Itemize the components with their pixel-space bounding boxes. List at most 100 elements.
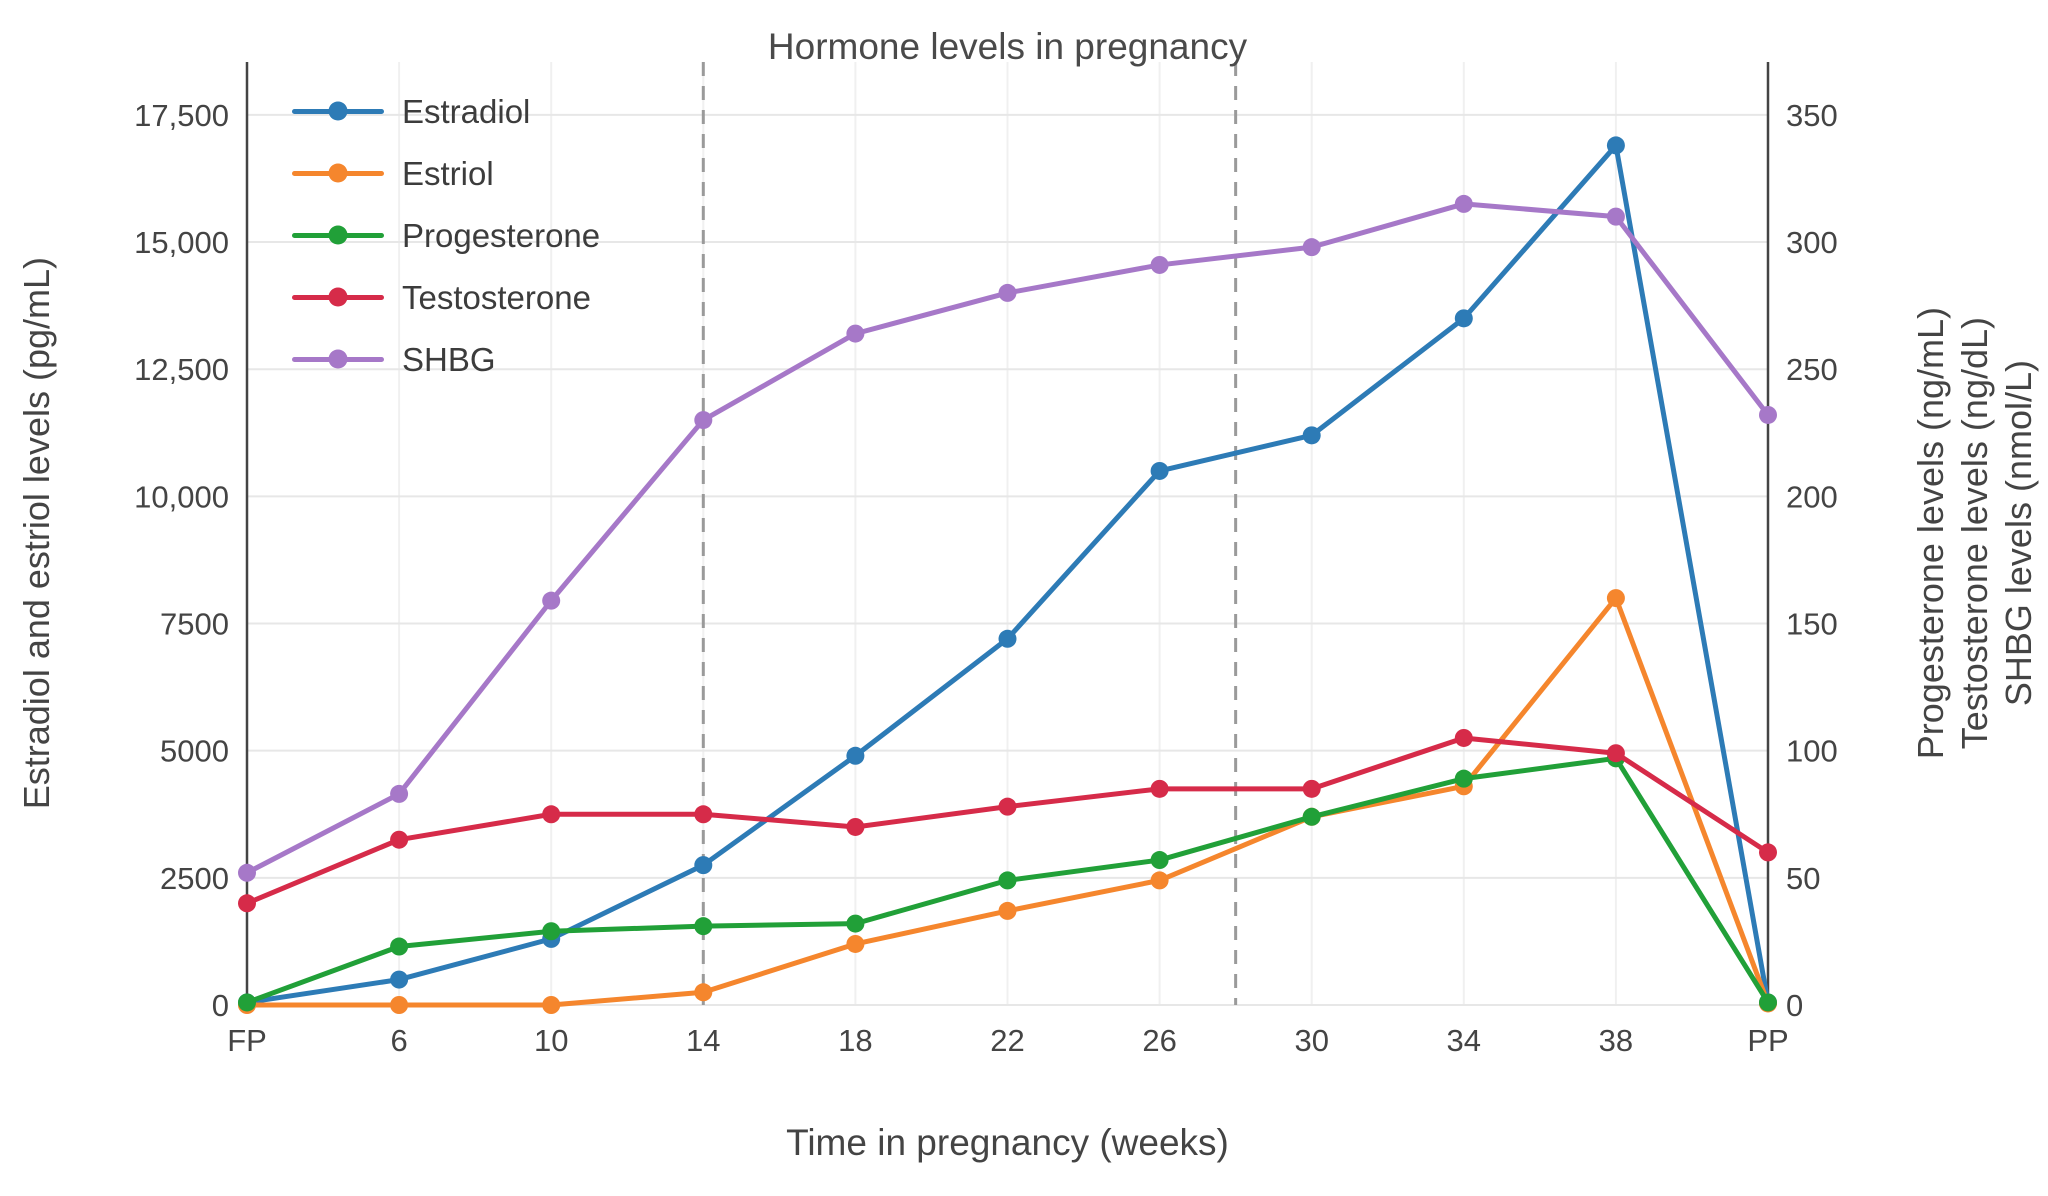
right-tick-label: 350 — [1786, 98, 1838, 133]
marker-estradiol — [1150, 461, 1169, 480]
marker-progesterone — [1302, 807, 1321, 826]
left-tick-label: 10,000 — [134, 479, 229, 514]
legend-label-progesterone: Progesterone — [402, 216, 601, 254]
marker-estradiol — [846, 746, 865, 765]
marker-estriol — [390, 996, 409, 1014]
marker-testosterone — [1454, 728, 1473, 747]
legend-item-estriol[interactable]: Estriol — [292, 142, 600, 204]
left-tick-labels: 0 2500 5000 7500 10,000 12,500 15,000 17,500 — [134, 98, 229, 1023]
legend-item-testosterone[interactable]: Testosterone — [292, 266, 600, 328]
marker-progesterone — [1150, 851, 1169, 870]
marker-testosterone — [238, 894, 256, 913]
marker-shbg — [1150, 255, 1169, 274]
right-axis-titles: Progesterone levels (ng/mL) Testosterone… — [1910, 62, 2040, 1005]
marker-testosterone — [1302, 779, 1321, 798]
legend-swatch-shbg — [292, 348, 384, 370]
marker-estradiol — [1302, 426, 1321, 445]
marker-progesterone — [846, 914, 865, 933]
marker-estriol — [1606, 589, 1625, 608]
right-tick-label: 100 — [1786, 734, 1838, 769]
x-tick-label: 26 — [1142, 1023, 1176, 1058]
marker-progesterone — [998, 871, 1017, 890]
marker-estradiol — [390, 970, 409, 989]
x-tick-label: 10 — [534, 1023, 568, 1058]
marker-shbg — [1454, 194, 1473, 213]
x-tick-label: 18 — [838, 1023, 872, 1058]
chart-title: Hormone levels in pregnancy — [767, 26, 1248, 67]
marker-testosterone — [694, 805, 713, 824]
marker-shbg — [542, 591, 561, 610]
marker-estradiol — [694, 856, 713, 875]
x-tick-label: 34 — [1447, 1023, 1481, 1058]
legend-item-progesterone[interactable]: Progesterone — [292, 204, 600, 266]
marker-progesterone — [694, 917, 713, 936]
marker-estradiol — [1606, 136, 1625, 155]
marker-shbg — [846, 324, 865, 343]
left-tick-label: 0 — [212, 988, 229, 1023]
right-tick-label: 150 — [1786, 607, 1838, 642]
right-tick-labels: 0 50 100 150 200 250 300 350 — [1786, 98, 1838, 1023]
legend-item-estradiol[interactable]: Estradiol — [292, 80, 600, 142]
series-shbg — [238, 194, 1777, 882]
marker-shbg — [1759, 405, 1777, 424]
marker-progesterone — [542, 922, 561, 941]
left-tick-label: 15,000 — [134, 225, 229, 260]
marker-testosterone — [998, 797, 1017, 816]
x-tick-label: 38 — [1599, 1023, 1633, 1058]
left-tick-label: 17,500 — [134, 98, 229, 133]
marker-estradiol — [1454, 309, 1473, 328]
marker-shbg — [238, 863, 256, 882]
legend-label-testosterone: Testosterone — [402, 278, 591, 316]
legend-item-shbg[interactable]: SHBG — [292, 328, 600, 390]
marker-progesterone — [238, 993, 256, 1012]
marker-progesterone — [1454, 769, 1473, 788]
right-tick-label: 200 — [1786, 479, 1838, 514]
marker-testosterone — [1606, 744, 1625, 763]
legend-swatch-testosterone — [292, 286, 384, 308]
left-tick-label: 12,500 — [134, 352, 229, 387]
marker-estriol — [846, 934, 865, 953]
marker-progesterone — [390, 937, 409, 956]
marker-estriol — [998, 901, 1017, 920]
marker-testosterone — [390, 830, 409, 849]
marker-testosterone — [1759, 843, 1777, 862]
legend-label-estriol: Estriol — [402, 154, 494, 192]
x-tick-label: 14 — [686, 1023, 720, 1058]
left-tick-label: 2500 — [160, 861, 229, 896]
marker-shbg — [694, 411, 713, 430]
series-testosterone — [238, 728, 1777, 913]
x-tick-label: 22 — [990, 1023, 1024, 1058]
marker-estriol — [1150, 871, 1169, 890]
marker-shbg — [998, 283, 1017, 302]
marker-estradiol — [998, 629, 1017, 648]
right-tick-label: 250 — [1786, 352, 1838, 387]
right-tick-label: 300 — [1786, 225, 1838, 260]
x-tick-label: 6 — [390, 1023, 407, 1058]
legend-label-estradiol: Estradiol — [402, 92, 531, 130]
left-tick-label: 5000 — [160, 734, 229, 769]
x-tick-label: 30 — [1294, 1023, 1328, 1058]
legend-swatch-progesterone — [292, 224, 384, 246]
marker-progesterone — [1759, 993, 1777, 1012]
x-tick-label: PP — [1747, 1023, 1788, 1058]
left-axis-title: Estradiol and estriol levels (pg/mL) — [16, 257, 57, 810]
marker-testosterone — [1150, 779, 1169, 798]
right-axis-title-shbg: SHBG levels (nmol/L) — [1998, 360, 2039, 707]
legend-swatch-estradiol — [292, 100, 384, 122]
right-axis-title-progesterone: Progesterone levels (ng/mL) — [1910, 307, 1951, 760]
left-tick-label: 7500 — [160, 607, 229, 642]
x-tick-labels: FP 6 10 14 18 22 26 30 34 38 PP — [227, 1023, 1788, 1058]
marker-shbg — [390, 784, 409, 803]
marker-testosterone — [846, 817, 865, 836]
x-axis-title: Time in pregnancy (weeks) — [786, 1122, 1229, 1163]
right-tick-label: 0 — [1786, 988, 1803, 1023]
marker-shbg — [1302, 238, 1321, 257]
marker-estriol — [542, 996, 561, 1014]
marker-testosterone — [542, 805, 561, 824]
legend: Estradiol Estriol Progesterone Testoster… — [292, 80, 600, 390]
marker-shbg — [1606, 207, 1625, 226]
marker-estriol — [694, 983, 713, 1002]
legend-swatch-estriol — [292, 162, 384, 184]
